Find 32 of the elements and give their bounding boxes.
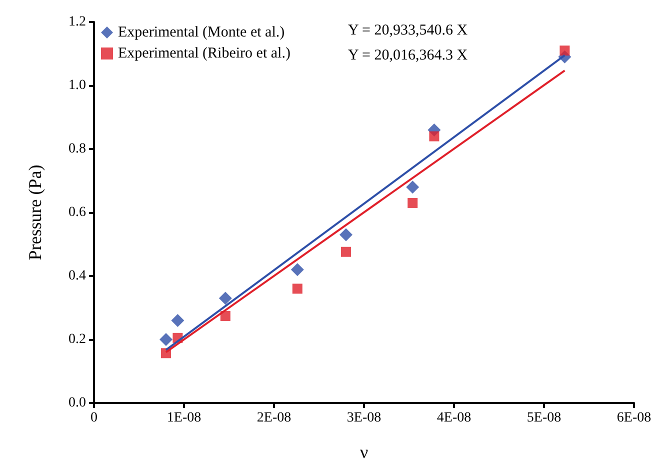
point (340, 228, 352, 242)
x-tick-label: 1E-08 (166, 410, 202, 426)
x-tick-label: 5E-08 (526, 410, 562, 426)
point (429, 131, 440, 142)
point (218, 292, 232, 305)
y-tick-label: 0.8 (68, 142, 86, 156)
point (560, 46, 570, 56)
x-tick-label: 4E-08 (436, 410, 472, 426)
y-axis-title: Pressure (Pa) (25, 164, 45, 260)
y-tick-label: 1.2 (68, 14, 86, 30)
y-tick-label: 1.0 (68, 78, 86, 93)
y-tick-label: 0.2 (68, 332, 86, 347)
y-tick-label: 0.0 (68, 396, 86, 410)
legend-label: Experimental (Monte et al.) (118, 24, 285, 40)
legend-label: Experimental (Ribeiro et al.) (118, 46, 290, 62)
y-tick-label: 0.4 (68, 268, 86, 284)
x-tick-label: 0 (90, 410, 98, 426)
y-tick-label: 0.6 (68, 205, 86, 220)
point (290, 263, 304, 276)
x-axis-title: ν (360, 442, 368, 462)
point (292, 284, 302, 294)
point (160, 333, 172, 346)
annotation: Y = 20,933,540.6 X (348, 22, 468, 38)
point (341, 246, 351, 257)
point (408, 198, 418, 208)
annotation: Y = 20,016,364.3 X (348, 48, 468, 64)
x-tick-label: 6E-08 (616, 410, 652, 426)
point (406, 180, 420, 194)
x-tick-label: 2E-08 (256, 410, 292, 426)
point (220, 311, 230, 322)
x-tick-label: 3E-08 (346, 410, 382, 426)
point (171, 314, 184, 327)
